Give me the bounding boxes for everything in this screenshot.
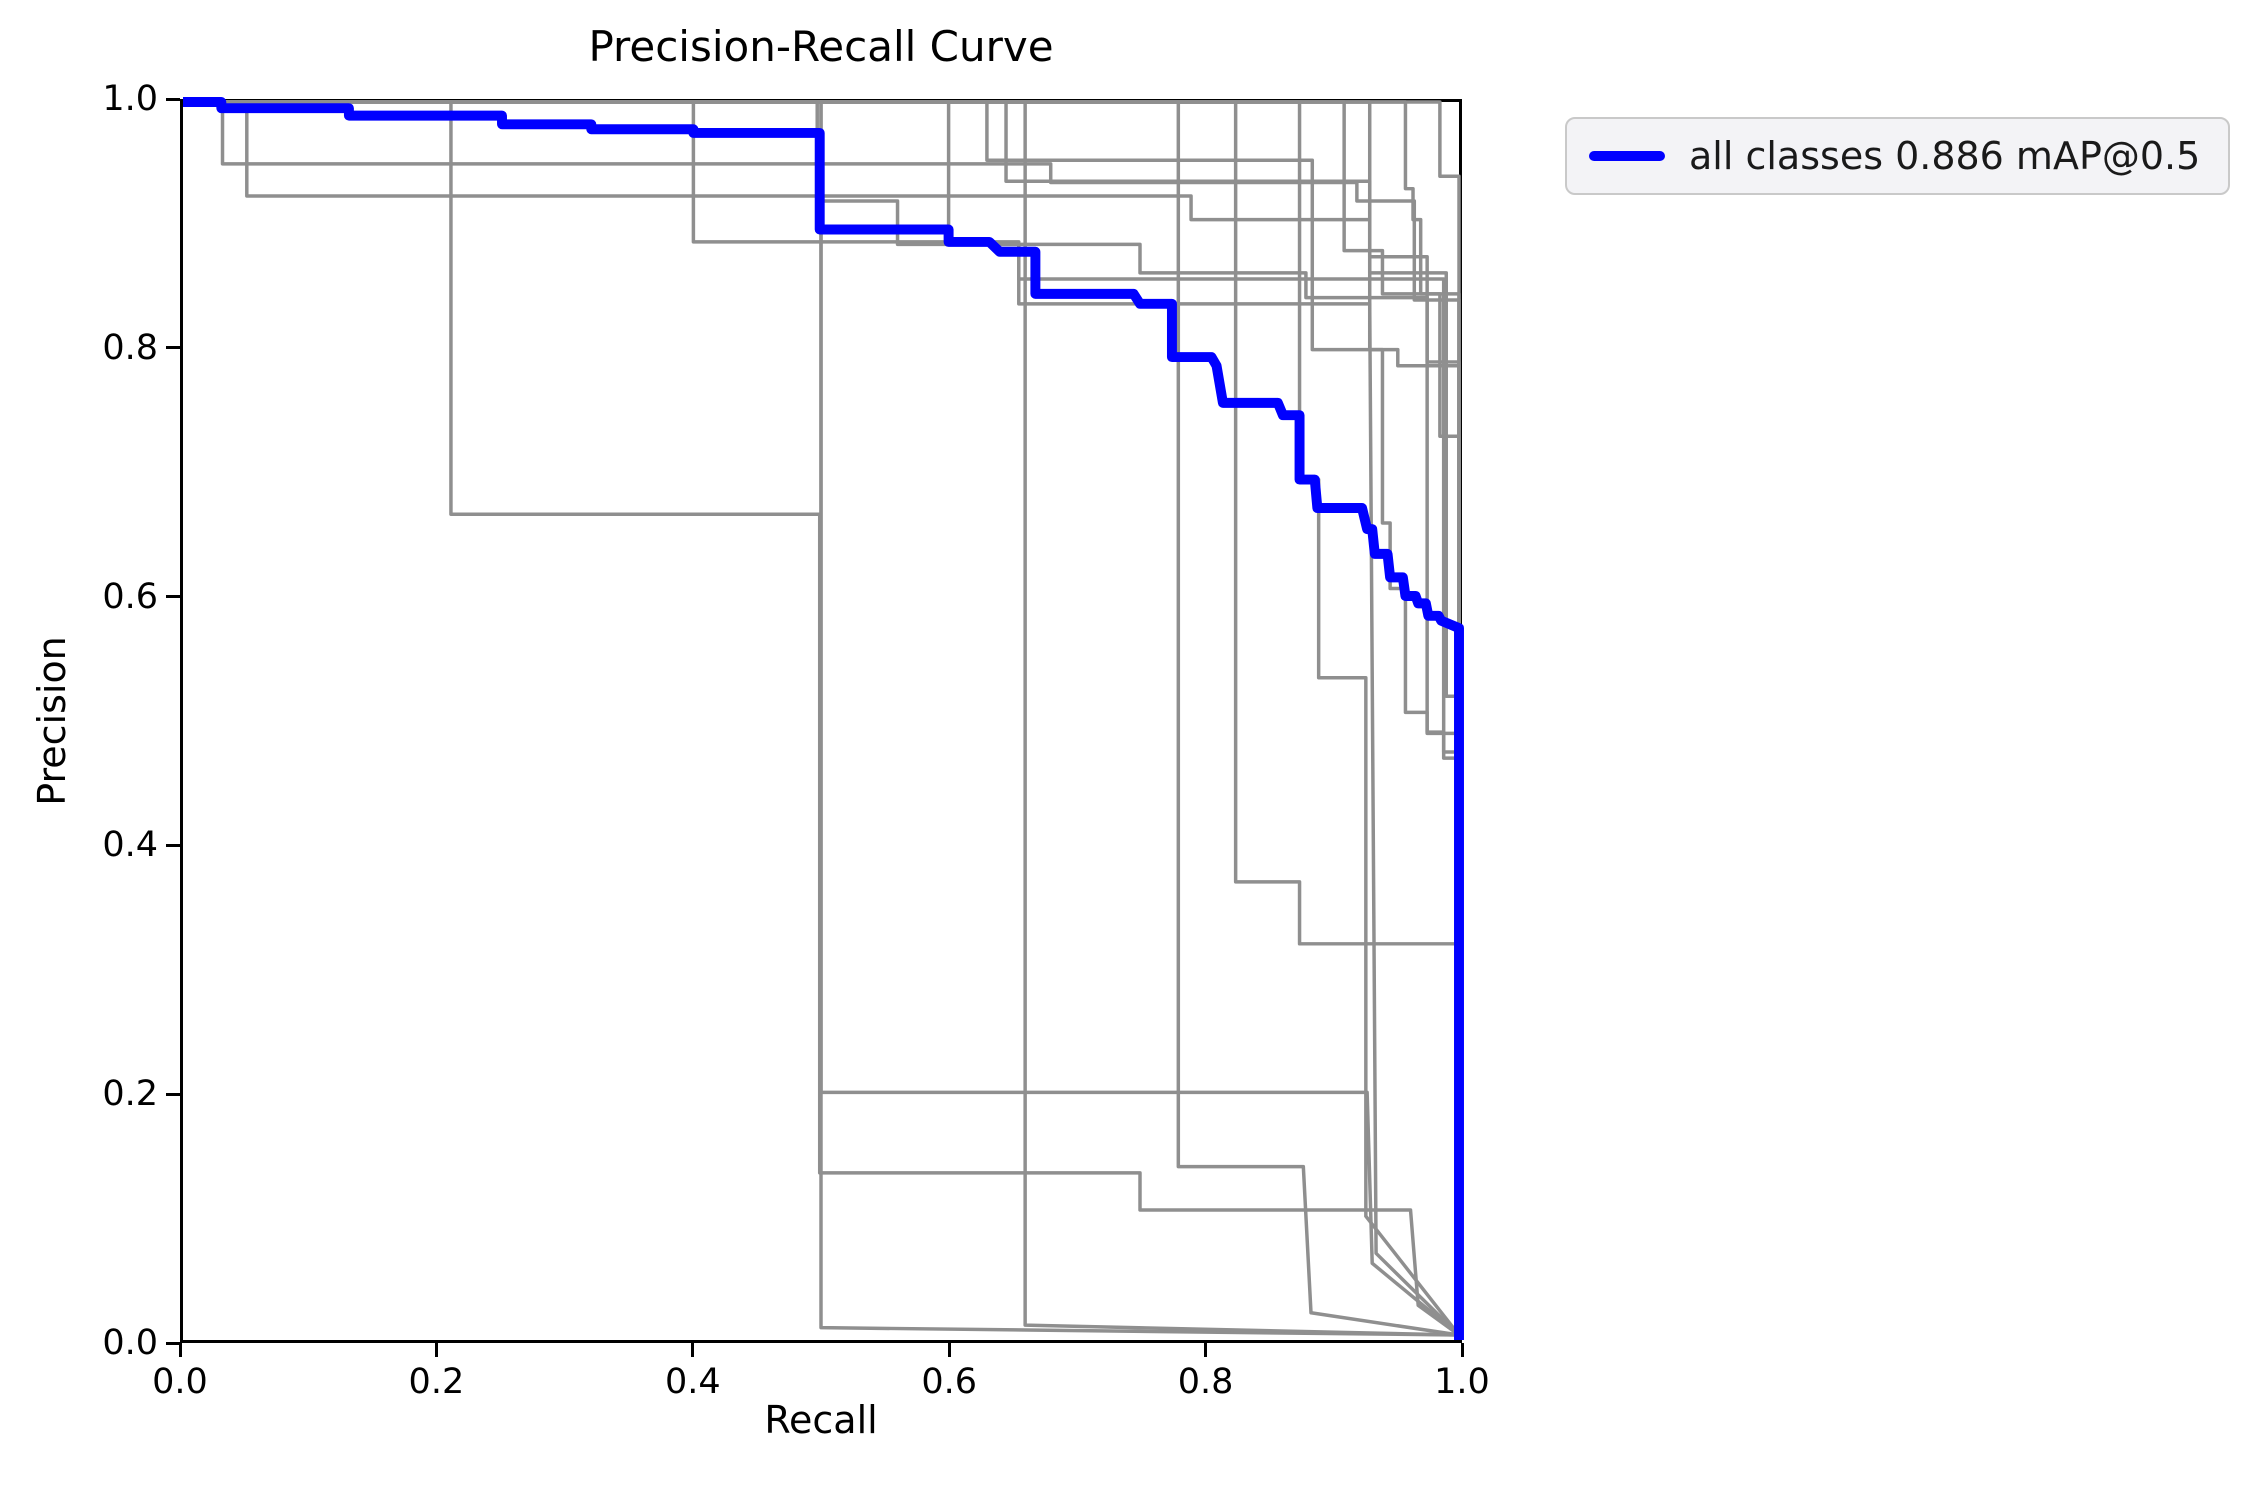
- y-tick-mark: [166, 346, 180, 350]
- y-axis-label: Precision: [30, 636, 74, 806]
- curve-class-05: [183, 100, 1460, 1337]
- legend: all classes 0.886 mAP@0.5: [1565, 117, 2231, 195]
- x-tick-label: 0.6: [921, 1362, 978, 1402]
- y-tick-label: 0.2: [102, 1074, 158, 1115]
- y-tick-mark: [166, 1092, 180, 1096]
- x-tick-label: 0.4: [664, 1362, 721, 1402]
- x-tick-mark: [434, 1343, 438, 1357]
- y-tick-mark: [166, 97, 180, 101]
- x-tick-label: 1.0: [1434, 1362, 1490, 1402]
- y-tick-mark: [166, 1341, 180, 1345]
- x-tick-label: 0.8: [1177, 1362, 1234, 1402]
- y-tick-label: 0.0: [102, 1323, 158, 1363]
- curve-class-03: [183, 100, 1461, 1337]
- x-tick-mark: [1204, 1343, 1208, 1357]
- pr-curves-svg: [183, 97, 1464, 1340]
- plot-area: [180, 97, 1464, 1343]
- x-tick-mark: [947, 1343, 951, 1357]
- y-tick-label: 1.0: [102, 79, 158, 119]
- y-tick-label: 0.6: [102, 576, 158, 617]
- chart-title: Precision-Recall Curve: [588, 22, 1054, 71]
- curve-all-classes: [183, 97, 1464, 1340]
- x-tick-label: 0.0: [152, 1362, 208, 1402]
- curve-class-14: [183, 100, 1461, 1336]
- y-tick-label: 0.8: [102, 327, 158, 368]
- y-tick-mark: [166, 595, 180, 599]
- y-tick-label: 0.4: [102, 825, 158, 866]
- x-tick-label: 0.2: [408, 1362, 465, 1402]
- curve-class-18: [183, 100, 1461, 1336]
- y-tick-mark: [166, 843, 180, 847]
- legend-label: all classes 0.886 mAP@0.5: [1689, 134, 2201, 178]
- x-tick-mark: [1460, 1343, 1464, 1357]
- legend-line-sample: [1589, 151, 1665, 161]
- x-axis-label: Recall: [764, 1398, 878, 1442]
- curve-class-12: [183, 100, 1461, 1337]
- x-tick-mark: [691, 1343, 695, 1357]
- x-tick-mark: [178, 1343, 182, 1357]
